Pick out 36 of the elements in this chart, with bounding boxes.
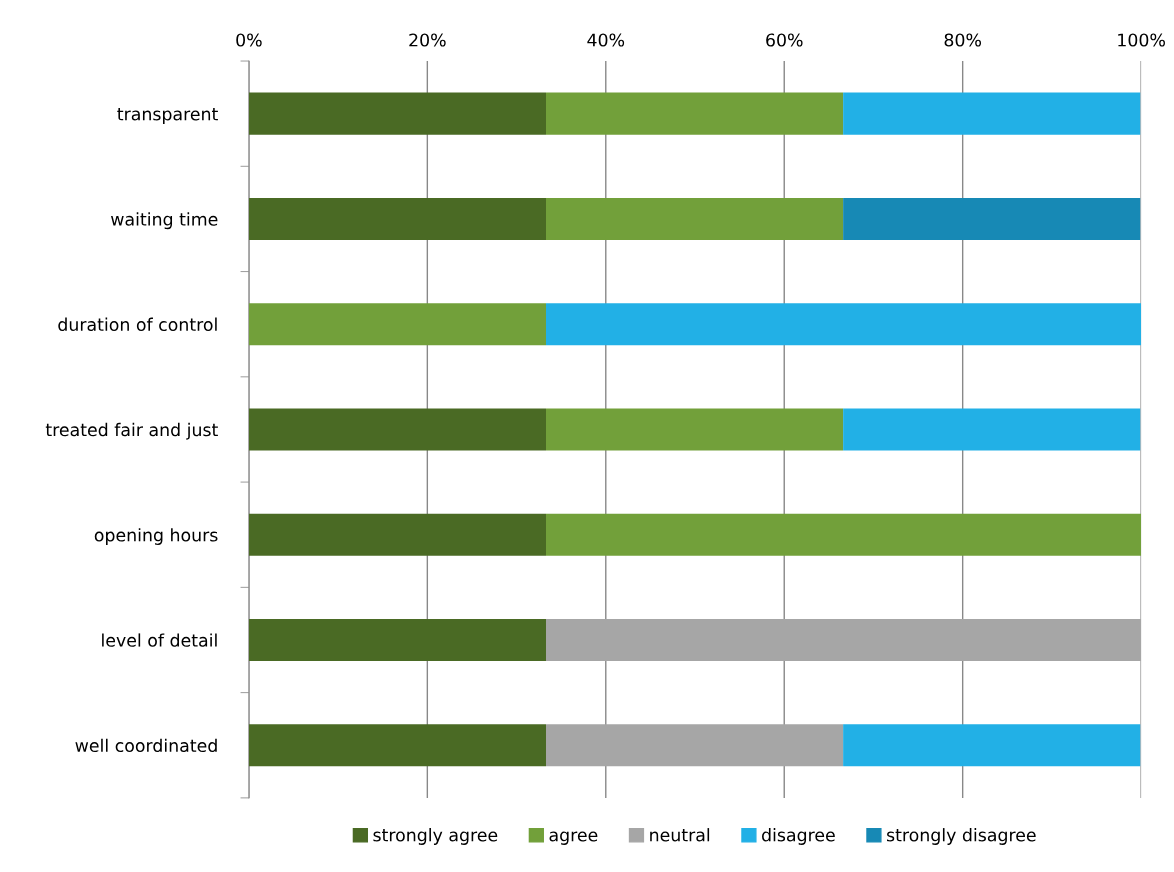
x-tick-label: 40%: [587, 33, 625, 47]
y-tick-label: duration of control: [58, 317, 217, 332]
bar: [248, 197, 546, 240]
bar: [248, 303, 546, 346]
x-tick-label: 60%: [766, 33, 803, 47]
legend-label: strongly agree: [373, 828, 498, 845]
legend-label: disagree: [762, 828, 835, 845]
y-tick-label: opening hours: [94, 528, 218, 545]
bar: [843, 92, 1141, 135]
y-tick-label: level of detail: [102, 633, 217, 647]
x-tick-label: 100%: [1118, 33, 1165, 47]
x-tick-label: 20%: [409, 33, 446, 47]
bar: [248, 513, 546, 556]
bar: [248, 618, 546, 662]
bar: [843, 408, 1141, 451]
bar: [546, 92, 844, 135]
x-tick-label: 0%: [236, 33, 262, 47]
y-tick-label: treated fair and just: [45, 422, 218, 440]
bar: [248, 92, 546, 135]
bar: [546, 408, 844, 451]
bar: [546, 303, 1142, 346]
y-tick-label: well coordinated: [75, 738, 217, 753]
bar: [843, 197, 1141, 240]
y-tick-label: waiting time: [111, 212, 218, 230]
bar: [546, 618, 1142, 662]
x-tick-label: 80%: [944, 33, 982, 47]
bar: [843, 724, 1141, 767]
bar: [248, 724, 546, 767]
legend-label: strongly disagree: [887, 828, 1036, 845]
bar: [248, 408, 546, 451]
y-tick-label: transparent: [117, 108, 218, 124]
bar: [546, 513, 1142, 556]
bar: [546, 197, 844, 240]
legend-label: agree: [549, 831, 598, 845]
bar: [546, 724, 844, 767]
legend-label: neutral: [650, 828, 710, 842]
